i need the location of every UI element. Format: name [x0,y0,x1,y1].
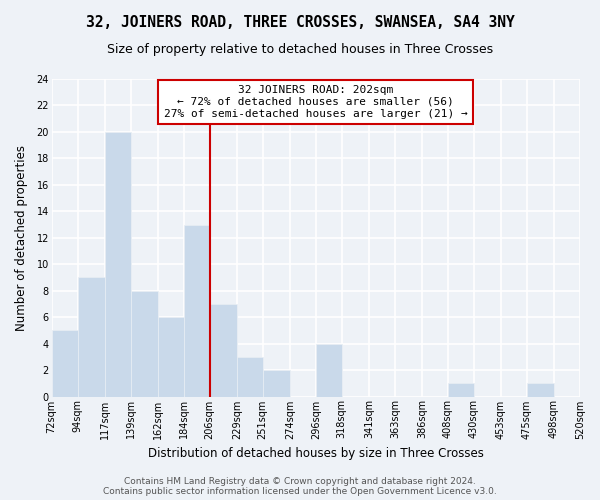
Bar [448,384,474,396]
X-axis label: Distribution of detached houses by size in Three Crosses: Distribution of detached houses by size … [148,447,484,460]
Bar [52,330,77,396]
Text: 32 JOINERS ROAD: 202sqm
← 72% of detached houses are smaller (56)
27% of semi-de: 32 JOINERS ROAD: 202sqm ← 72% of detache… [164,86,467,118]
Bar [263,370,290,396]
Bar [104,132,131,396]
Bar [209,304,237,396]
Bar [131,290,158,397]
Bar [237,357,263,397]
Bar [184,224,209,396]
Y-axis label: Number of detached properties: Number of detached properties [15,145,28,331]
Text: Size of property relative to detached houses in Three Crosses: Size of property relative to detached ho… [107,42,493,56]
Bar [158,317,184,396]
Text: Contains public sector information licensed under the Open Government Licence v3: Contains public sector information licen… [103,487,497,496]
Bar [527,384,554,396]
Text: Contains HM Land Registry data © Crown copyright and database right 2024.: Contains HM Land Registry data © Crown c… [124,477,476,486]
Bar [77,278,104,396]
Text: 32, JOINERS ROAD, THREE CROSSES, SWANSEA, SA4 3NY: 32, JOINERS ROAD, THREE CROSSES, SWANSEA… [86,15,514,30]
Bar [316,344,342,396]
